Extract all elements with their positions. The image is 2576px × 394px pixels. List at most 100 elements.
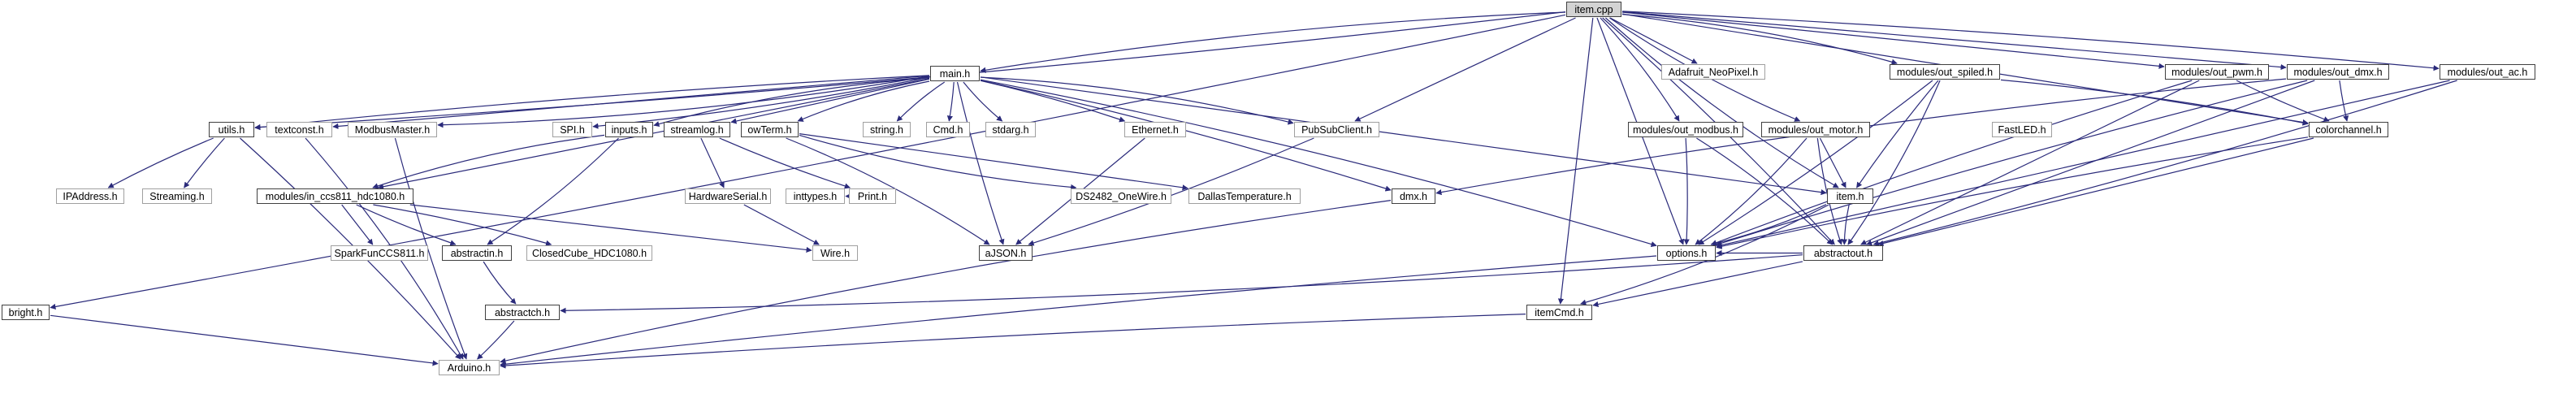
- graph-edge-item-cpp-to-PubSubClient-h: [1354, 17, 1576, 122]
- graph-edge-out-dmx-h-to-options-h: [1716, 80, 2308, 246]
- graph-node-textconst-h[interactable]: textconst.h: [266, 122, 332, 137]
- graph-edge-item-cpp-to-out-pwm-h: [1621, 11, 2165, 69]
- graph-node-Cmd-h[interactable]: Cmd.h: [926, 122, 970, 137]
- graph-edge-in-ccs811-h-to-abstractin-h: [356, 204, 457, 246]
- graph-edge-main-h-to-stdarg-h: [963, 81, 1003, 122]
- graph-edge-item-cpp-to-utils-h: [254, 11, 1566, 131]
- graph-edge-bright-h-to-Arduino-h: [50, 314, 439, 366]
- graph-node-abstractch-h[interactable]: abstractch.h: [485, 305, 560, 320]
- graph-node-abstractout-h[interactable]: abstractout.h: [1803, 245, 1883, 261]
- graph-edge-streamlog-h-to-Print-h: [719, 137, 851, 189]
- graph-edge-main-h-to-options-h: [980, 79, 1657, 247]
- graph-edge-out-pwm-h-to-colorchannel-h: [2236, 80, 2330, 123]
- graph-node-out-ac-h[interactable]: modules/out_ac.h: [2440, 64, 2535, 80]
- graph-node-Arduino-h[interactable]: Arduino.h: [439, 360, 500, 375]
- graph-node-out-modbus-h[interactable]: modules/out_modbus.h: [1628, 122, 1743, 137]
- graph-node-utils-h[interactable]: utils.h: [209, 122, 254, 137]
- graph-edge-abstractout-h-to-abstractch-h: [560, 254, 1803, 314]
- graph-node-PubSubClient-h[interactable]: PubSubClient.h: [1294, 122, 1379, 137]
- graph-edge-main-h-to-ModbusMaster-h: [437, 76, 930, 128]
- graph-node-abstractin-h[interactable]: abstractin.h: [442, 245, 512, 261]
- graph-node-Ethernet-h[interactable]: Ethernet.h: [1124, 122, 1186, 137]
- graph-edge-main-h-to-Cmd-h: [946, 81, 955, 122]
- graph-edge-item-cpp-to-bright-h: [50, 14, 1566, 310]
- graph-edge-main-h-to-streamlog-h: [730, 78, 930, 124]
- graph-edge-out-dmx-h-to-colorchannel-h: [2339, 80, 2349, 122]
- graph-node-HardwareSerial-h[interactable]: HardwareSerial.h: [685, 188, 771, 204]
- graph-edge-owTerm-h-to-DallasTemperature-h: [799, 133, 1188, 191]
- graph-edge-in-ccs811-h-to-SparkFunCCS811-h: [341, 204, 374, 245]
- graph-edge-main-h-to-string-h: [896, 81, 946, 122]
- graph-node-dmx-h[interactable]: dmx.h: [1392, 188, 1435, 204]
- graph-node-Wire-h[interactable]: Wire.h: [812, 245, 858, 261]
- graph-edge-item-cpp-to-out-spiled-h: [1621, 14, 1898, 65]
- graph-node-SPI-h[interactable]: SPI.h: [552, 122, 592, 137]
- graph-node-out-spiled-h[interactable]: modules/out_spiled.h: [1890, 64, 2000, 80]
- graph-edge-HardwareSerial-h-to-Wire-h: [743, 204, 820, 245]
- graph-node-main-h[interactable]: main.h: [930, 66, 980, 81]
- graph-node-ModbusMaster-h[interactable]: ModbusMaster.h: [348, 122, 437, 137]
- graph-edge-main-h-to-owTerm-h: [797, 80, 930, 122]
- graph-edge-itemCmd-h-to-Arduino-h: [500, 314, 1526, 369]
- graph-edge-abstractin-h-to-abstractch-h: [483, 261, 517, 305]
- graph-node-options-h[interactable]: options.h: [1657, 245, 1716, 261]
- graph-edge-colorchannel-h-to-options-h: [1716, 136, 2309, 249]
- graph-node-IPAddress-h[interactable]: IPAddress.h: [56, 188, 124, 204]
- graph-node-ClosedCube-HDC1080-h[interactable]: ClosedCube_HDC1080.h: [526, 245, 652, 261]
- graph-edge-item-h-to-abstractout-h: [1841, 204, 1850, 245]
- graph-edge-in-ccs811-h-to-ClosedCube-HDC1080-h: [373, 204, 552, 246]
- graph-edge-options-h-to-Arduino-h: [500, 255, 1657, 367]
- graph-edge-colorchannel-h-to-abstractout-h: [1877, 137, 2314, 246]
- graph-edge-item-cpp-to-item-h: [1605, 17, 1839, 188]
- graph-edge-out-motor-h-to-item-h: [1819, 137, 1846, 188]
- graph-edge-abstractout-h-to-itemCmd-h: [1592, 261, 1803, 308]
- graph-node-Print-h[interactable]: Print.h: [849, 188, 896, 204]
- graph-edge-streamlog-h-to-HardwareSerial-h: [700, 137, 725, 188]
- graph-node-owTerm-h[interactable]: owTerm.h: [741, 122, 799, 137]
- graph-node-colorchannel-h[interactable]: colorchannel.h: [2309, 122, 2388, 137]
- graph-edge-item-cpp-to-out-dmx-h: [1621, 11, 2287, 71]
- graph-edge-item-cpp-to-out-ac-h: [1621, 11, 2440, 71]
- graph-edge-out-spiled-h-to-abstractout-h: [1847, 80, 1941, 245]
- graph-node-inputs-h[interactable]: inputs.h: [605, 122, 653, 137]
- graph-node-stdarg-h[interactable]: stdarg.h: [985, 122, 1036, 137]
- graph-edge-main-h-to-inputs-h: [653, 77, 930, 128]
- graph-node-item-h[interactable]: item.h: [1827, 188, 1873, 204]
- graph-node-SparkFunCCS811-h[interactable]: SparkFunCCS811.h: [331, 245, 428, 261]
- graph-edge-in-ccs811-h-to-Wire-h: [409, 204, 812, 253]
- graph-edge-owTerm-h-to-DS2482-OneWire-h: [799, 134, 1077, 191]
- graph-edge-out-motor-h-to-options-h: [1695, 137, 1808, 245]
- graph-node-DallasTemperature-h[interactable]: DallasTemperature.h: [1188, 188, 1301, 204]
- graph-node-out-dmx-h[interactable]: modules/out_dmx.h: [2287, 64, 2389, 80]
- graph-edge-item-cpp-to-Adafruit-NeoPixel-h: [1609, 17, 1698, 64]
- graph-edge-main-h-to-PubSubClient-h: [980, 76, 1294, 125]
- graph-node-DS2482-OneWire-h[interactable]: DS2482_OneWire.h: [1071, 188, 1171, 204]
- graph-node-itemCmd-h[interactable]: itemCmd.h: [1526, 305, 1592, 320]
- graph-edge-main-h-to-Ethernet-h: [980, 80, 1126, 123]
- graph-edge-out-pwm-h-to-abstractout-h: [1860, 80, 2200, 245]
- graph-node-streamlog-h[interactable]: streamlog.h: [664, 122, 730, 137]
- graph-node-aJSON-h[interactable]: aJSON.h: [979, 245, 1033, 261]
- graph-node-FastLED-h[interactable]: FastLED.h: [1992, 122, 2052, 137]
- graph-node-in-ccs811-h[interactable]: modules/in_ccs811_hdc1080.h: [257, 188, 413, 204]
- graph-node-bright-h[interactable]: bright.h: [2, 305, 50, 320]
- graph-edge-main-h-to-SPI-h: [592, 76, 930, 129]
- graph-node-Streaming-h[interactable]: Streaming.h: [142, 188, 212, 204]
- graph-edge-abstractch-h-to-Arduino-h: [477, 320, 515, 360]
- graph-edge-out-ac-h-to-abstractout-h: [1872, 80, 2457, 246]
- graph-node-out-motor-h[interactable]: modules/out_motor.h: [1761, 122, 1870, 137]
- graph-node-inttypes-h[interactable]: inttypes.h: [786, 188, 845, 204]
- graph-edge-dmx-h-to-Arduino-h: [500, 200, 1392, 364]
- graph-edge-out-spiled-h-to-colorchannel-h: [2000, 79, 2309, 126]
- graph-node-string-h[interactable]: string.h: [863, 122, 911, 137]
- graph-node-item-cpp[interactable]: item.cpp: [1566, 2, 1621, 17]
- graph-edge-utils-h-to-IPAddress-h: [107, 137, 214, 188]
- graph-edge-inputs-h-to-abstractin-h: [487, 137, 619, 245]
- graph-edge-out-spiled-h-to-options-h: [1698, 80, 1933, 245]
- graph-edge-main-h-to-in-ccs811-h: [377, 78, 930, 190]
- graph-node-Adafruit-NeoPixel-h[interactable]: Adafruit_NeoPixel.h: [1661, 64, 1765, 80]
- graph-edge-out-ac-h-to-options-h: [1716, 80, 2450, 249]
- graph-node-out-pwm-h[interactable]: modules/out_pwm.h: [2165, 64, 2269, 80]
- graph-edge-out-pwm-h-to-options-h: [1711, 80, 2193, 246]
- graph-edge-item-cpp-to-itemCmd-h: [1557, 17, 1594, 305]
